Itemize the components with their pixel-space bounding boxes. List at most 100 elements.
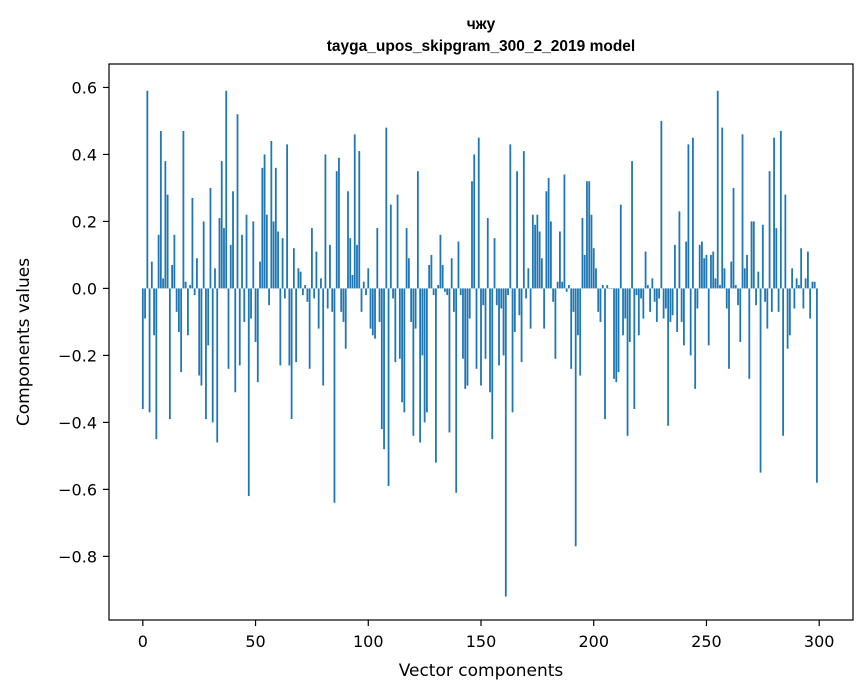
bar <box>509 144 512 289</box>
bar <box>588 181 591 289</box>
bar <box>464 288 467 389</box>
bar <box>196 258 198 289</box>
bar <box>281 238 284 289</box>
bar <box>586 181 588 289</box>
bar <box>353 134 356 289</box>
bar <box>604 288 606 420</box>
bar <box>218 218 221 289</box>
bar <box>642 288 645 319</box>
bar <box>502 288 505 356</box>
bar <box>168 288 171 420</box>
bar <box>504 288 507 597</box>
bar <box>770 288 773 312</box>
bar <box>437 285 440 289</box>
bar <box>189 285 192 289</box>
bar <box>378 288 381 322</box>
bar <box>484 288 487 359</box>
bar <box>649 288 651 312</box>
bar <box>347 191 349 289</box>
bar <box>380 288 383 430</box>
bar <box>455 288 458 493</box>
bar <box>696 288 699 309</box>
bar <box>148 288 151 413</box>
bar <box>676 288 679 332</box>
bar <box>243 288 246 322</box>
bar <box>572 288 575 312</box>
bar <box>410 288 413 322</box>
bar <box>198 288 201 376</box>
bar <box>500 288 503 309</box>
bar <box>595 268 597 289</box>
bar <box>439 234 442 289</box>
bar <box>342 288 345 322</box>
bar <box>304 285 307 289</box>
bar <box>716 90 719 289</box>
bar <box>146 90 149 289</box>
bar <box>265 214 268 289</box>
bar <box>340 288 343 312</box>
bar <box>644 251 647 289</box>
bar <box>405 228 408 289</box>
bar <box>232 191 234 289</box>
bar <box>234 288 237 393</box>
bar <box>743 268 746 289</box>
bar <box>365 288 367 296</box>
bar <box>333 288 336 503</box>
bar <box>486 218 489 289</box>
x-tick-label: 100 <box>353 632 384 651</box>
bar <box>292 248 295 289</box>
bar <box>475 288 478 369</box>
bar <box>403 288 406 413</box>
bar <box>371 288 374 336</box>
bar <box>721 127 724 289</box>
bar <box>705 254 708 289</box>
bar <box>579 288 582 376</box>
bar <box>435 288 437 463</box>
bar <box>795 278 798 289</box>
bar <box>376 228 379 289</box>
bar <box>367 268 370 289</box>
bar <box>694 288 697 389</box>
bar <box>263 154 266 289</box>
bar <box>374 288 376 339</box>
bar <box>306 288 309 302</box>
bar <box>407 258 410 289</box>
chart-title-line2: tayga_upos_skipgram_300_2_2019 model <box>327 38 635 55</box>
bar <box>389 204 392 289</box>
bar <box>216 288 219 443</box>
bar <box>750 221 753 289</box>
bar <box>286 144 289 289</box>
bar <box>480 288 482 386</box>
bar <box>732 187 735 289</box>
bar <box>162 278 165 289</box>
y-tick-label: 0.0 <box>72 279 97 298</box>
bar <box>561 281 564 289</box>
bar <box>714 278 717 289</box>
bar <box>664 288 667 309</box>
bar <box>288 288 291 366</box>
bar <box>227 288 230 369</box>
bar <box>489 288 491 393</box>
bar <box>583 254 586 289</box>
bar <box>141 288 144 409</box>
bar <box>782 288 785 436</box>
y-tick-label: 0.2 <box>72 212 97 231</box>
bar <box>522 151 525 289</box>
bar <box>268 288 270 306</box>
bar <box>536 214 539 289</box>
bar <box>202 221 205 289</box>
bar <box>414 288 417 329</box>
bar <box>444 288 446 292</box>
bar <box>554 288 557 359</box>
bar <box>590 214 593 289</box>
bar <box>245 214 248 289</box>
bar <box>545 191 548 289</box>
bar <box>773 137 775 289</box>
chart-title-line1: чжу <box>467 16 496 33</box>
bar <box>401 288 403 403</box>
bar <box>556 281 559 289</box>
bar <box>764 288 766 302</box>
bar <box>559 231 561 289</box>
x-tick-label: 0 <box>138 632 148 651</box>
bar <box>256 288 259 383</box>
